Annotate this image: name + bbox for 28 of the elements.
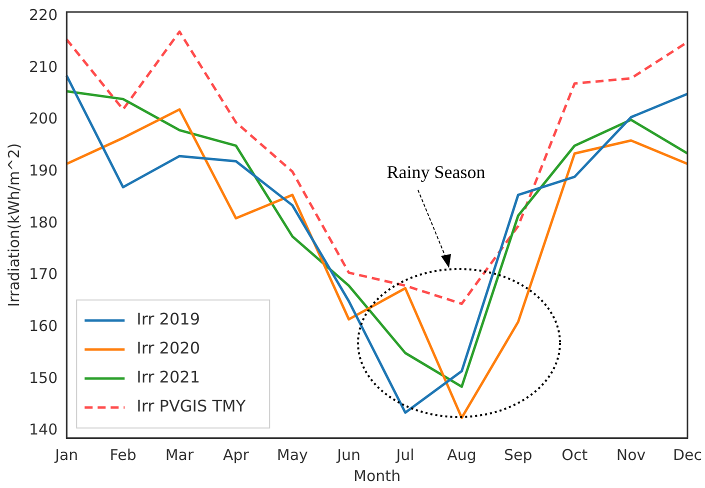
y-tick-label: 220 xyxy=(28,6,58,24)
x-tick-label: Feb xyxy=(110,446,136,464)
y-tick-label: 170 xyxy=(28,265,58,284)
y-tick-label: 150 xyxy=(28,368,58,387)
x-tick-label: May xyxy=(276,446,308,464)
x-tick-label: Mar xyxy=(165,446,194,464)
x-tick-label: Nov xyxy=(616,446,646,464)
legend-label: Irr PVGIS TMY xyxy=(136,396,246,416)
x-tick-label: Aug xyxy=(447,446,476,464)
x-tick-label: Oct xyxy=(562,446,588,464)
y-tick-label: 180 xyxy=(28,213,58,232)
x-tick-label: Jun xyxy=(336,446,361,464)
x-tick-label: Jul xyxy=(395,446,414,464)
y-tick-label: 210 xyxy=(28,58,58,76)
x-tick-label: Sep xyxy=(504,446,532,464)
legend-label: Irr 2020 xyxy=(136,338,200,358)
legend-label: Irr 2021 xyxy=(136,368,200,387)
y-tick-label: 140 xyxy=(28,420,58,439)
y-axis-title: Irradiation(kWh/m^2) xyxy=(4,143,23,307)
x-tick-label: Jan xyxy=(54,446,78,464)
y-tick-label: 190 xyxy=(28,162,58,180)
y-tick-label: 160 xyxy=(28,316,58,335)
x-tick-label: Apr xyxy=(222,446,250,464)
x-axis-title: Month xyxy=(354,466,401,485)
annotation: Rainy Season xyxy=(386,162,486,182)
legend-label: Irr 2019 xyxy=(136,310,200,329)
x-tick-label: Dec xyxy=(672,446,702,464)
y-tick-label: 200 xyxy=(28,110,58,128)
